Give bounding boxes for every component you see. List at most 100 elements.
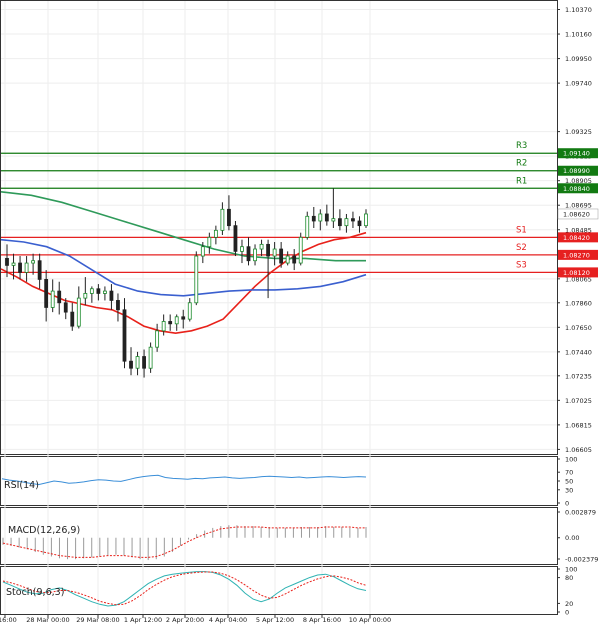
current-price-text: 1.08620 xyxy=(563,210,590,218)
y-tick-label: 1.08905 xyxy=(565,177,592,185)
x-tick-label: 2 Apr 20:00 xyxy=(166,616,204,624)
candle-body xyxy=(63,302,68,313)
stoch-y-tick-label: 0 xyxy=(565,609,569,617)
candle-body xyxy=(194,255,199,304)
level-price-tag xyxy=(558,183,598,194)
candle-body xyxy=(70,311,75,327)
main-pane-frame xyxy=(0,0,558,455)
candle-body xyxy=(318,213,323,222)
y-tick-label: 1.07650 xyxy=(565,324,592,332)
y-tick-label: 1.10160 xyxy=(565,31,592,39)
candle-body xyxy=(57,290,62,304)
candle-body xyxy=(89,288,94,294)
candle-body xyxy=(253,248,257,262)
candle-body xyxy=(109,290,114,301)
candle-body xyxy=(76,297,81,327)
candle-body xyxy=(220,208,225,231)
y-tick-label: 1.10370 xyxy=(565,6,592,14)
macd-pane-frame xyxy=(0,507,558,565)
candle-body xyxy=(142,356,146,369)
candle-body xyxy=(305,215,310,238)
y-tick-label: 1.06815 xyxy=(565,421,592,429)
level-price-text: 1.08420 xyxy=(563,234,590,242)
level-price-text: 1.08840 xyxy=(563,185,590,193)
macd-y-tick-label: -0.002379 xyxy=(565,556,598,564)
candle-body xyxy=(240,246,244,252)
candle-body xyxy=(103,290,107,294)
candle-body xyxy=(135,356,140,369)
x-tick-label: 28 Mar 00:00 xyxy=(26,616,69,624)
level-price-tag xyxy=(558,148,598,159)
level-price-tag xyxy=(558,232,598,243)
y-tick-label: 1.07440 xyxy=(565,348,592,356)
candle-body xyxy=(83,293,88,299)
y-tick-label: 1.07025 xyxy=(565,397,592,405)
candle-body xyxy=(337,218,342,227)
candle-body xyxy=(44,279,49,308)
stoch-d-line xyxy=(2,571,367,606)
stoch-y-tick-label: 80 xyxy=(565,574,573,582)
stoch-k-line xyxy=(2,571,367,607)
rsi-y-tick-label: 70 xyxy=(565,469,573,477)
level-label-s3: S3 xyxy=(516,260,527,270)
level-price-text: 1.08270 xyxy=(563,251,590,259)
candle-body xyxy=(298,236,303,264)
rsi-y-tick-label: 0 xyxy=(565,500,569,508)
current-price-tag xyxy=(557,208,599,220)
candle-body xyxy=(5,257,9,266)
candle-body xyxy=(344,218,349,227)
candle-body xyxy=(351,218,355,222)
candle-body xyxy=(168,321,173,325)
y-tick-label: 1.08695 xyxy=(565,202,592,210)
candle-body xyxy=(227,208,231,227)
rsi-y-tick-label: 30 xyxy=(565,486,573,494)
candle-body xyxy=(357,220,362,227)
stoch-y-tick-label: 100 xyxy=(565,566,577,574)
candle-body xyxy=(116,300,120,311)
candle-body xyxy=(364,213,368,227)
rsi-line xyxy=(1,474,367,486)
candle-body xyxy=(161,321,166,332)
rsi-y-tick-label: 50 xyxy=(565,478,573,486)
x-tick-label: 8 Apr 16:00 xyxy=(303,616,341,624)
candle-body xyxy=(200,246,205,257)
y-tick-label: 1.09740 xyxy=(565,80,592,88)
rsi-pane-frame xyxy=(0,456,558,506)
candle-body xyxy=(24,262,29,273)
x-tick-label: 4 Apr 04:00 xyxy=(209,616,247,624)
candle-body xyxy=(187,302,192,320)
candle-body xyxy=(246,246,251,262)
candle-body xyxy=(233,225,238,252)
candle-body xyxy=(31,260,36,264)
rsi-label: RSI(14) xyxy=(4,480,39,491)
macd-y-tick-label: 0.00 xyxy=(565,534,579,542)
candle-body xyxy=(259,243,264,250)
macd-label: MACD(12,26,9) xyxy=(8,525,80,536)
x-tick-label: 1 Apr 12:00 xyxy=(124,616,162,624)
candle-body xyxy=(174,316,179,325)
level-label-r3: R3 xyxy=(516,141,527,151)
candle-body xyxy=(155,330,160,348)
stoch-pane-frame xyxy=(0,566,558,615)
level-label-s2: S2 xyxy=(516,243,527,253)
y-tick-label: 1.06605 xyxy=(565,446,592,454)
moving-average-line xyxy=(0,231,367,335)
level-price-text: 1.09140 xyxy=(563,150,590,158)
candle-body xyxy=(311,215,316,222)
candle-body xyxy=(18,262,22,273)
candle-body xyxy=(285,255,290,264)
y-tick-label: 1.09950 xyxy=(565,55,592,63)
stoch-y-tick-label: 20 xyxy=(565,600,573,608)
candle-body xyxy=(207,236,212,248)
level-price-text: 1.08990 xyxy=(563,167,590,175)
candle-body xyxy=(122,309,127,362)
level-label-r1: R1 xyxy=(516,176,527,186)
candle-body xyxy=(181,316,186,320)
level-price-tag xyxy=(558,267,598,278)
level-price-tag xyxy=(558,165,598,176)
candle-body xyxy=(331,218,336,222)
x-tick-label: 10 Apr 00:00 xyxy=(349,616,391,624)
x-tick-label: r 16:00 xyxy=(0,616,17,624)
